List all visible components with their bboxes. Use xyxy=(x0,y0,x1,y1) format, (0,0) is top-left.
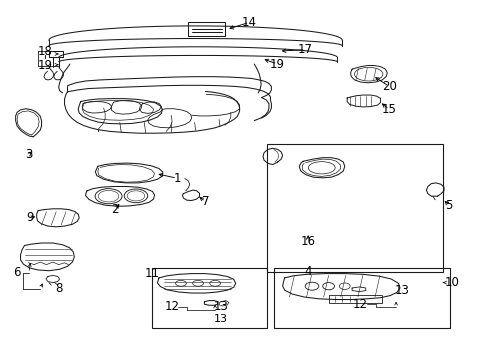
Text: 12: 12 xyxy=(352,298,366,311)
Text: 13: 13 xyxy=(214,314,227,324)
Text: 11: 11 xyxy=(145,267,160,280)
Text: 18: 18 xyxy=(38,45,53,58)
Text: 4: 4 xyxy=(304,265,311,278)
Text: 5: 5 xyxy=(444,199,452,212)
Text: 7: 7 xyxy=(201,195,209,208)
Bar xyxy=(273,268,449,328)
Text: 8: 8 xyxy=(55,282,62,295)
Text: 10: 10 xyxy=(444,276,458,289)
Text: 14: 14 xyxy=(242,16,256,29)
Text: 15: 15 xyxy=(381,103,396,116)
Bar xyxy=(188,22,224,36)
Text: 17: 17 xyxy=(298,43,312,56)
Text: 3: 3 xyxy=(24,148,32,161)
Bar xyxy=(151,268,266,328)
Text: 1: 1 xyxy=(173,172,181,185)
Text: 19: 19 xyxy=(38,59,53,72)
Text: 13: 13 xyxy=(394,284,408,297)
Text: 16: 16 xyxy=(300,235,315,248)
Text: 13: 13 xyxy=(213,300,228,313)
Text: 9: 9 xyxy=(26,211,34,224)
Bar xyxy=(266,144,442,272)
Text: 19: 19 xyxy=(269,58,284,71)
Text: 20: 20 xyxy=(381,80,396,93)
Text: 6: 6 xyxy=(13,266,21,279)
Text: 2: 2 xyxy=(111,203,119,216)
Text: 12: 12 xyxy=(164,300,179,313)
Bar xyxy=(328,295,382,303)
